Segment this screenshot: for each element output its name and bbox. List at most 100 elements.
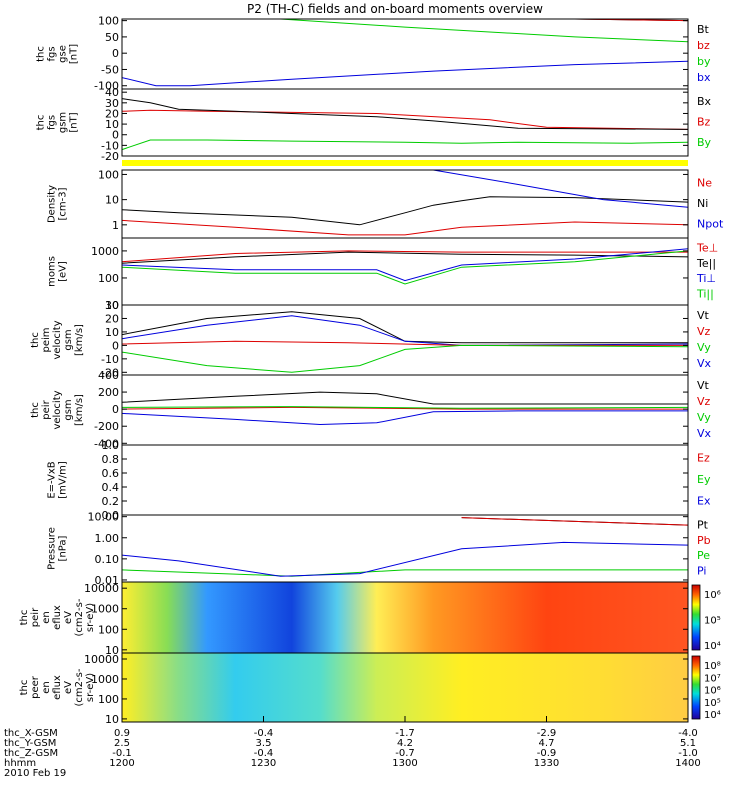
footer-value: 0.9 <box>114 728 130 739</box>
ytick-label: 10 <box>105 713 119 726</box>
legend-entry: Vy <box>697 341 711 354</box>
footer-value: -0.4 <box>254 728 274 739</box>
legend-entry: Ne <box>697 176 712 189</box>
footer-value: 1330 <box>534 758 559 769</box>
ytick-label: 1 <box>112 219 119 232</box>
ytick-label: -400 <box>94 437 119 450</box>
ylabel-line: thc <box>30 402 41 418</box>
ylabel-line: [eV] <box>58 261 69 282</box>
ylabel-line: moms <box>47 256 58 287</box>
footer-value: -0.4 <box>254 748 274 759</box>
ytick-label: 1.0 <box>102 439 120 452</box>
series-peir_vel-Vy <box>121 406 689 409</box>
series-peim_vel-Vx <box>121 315 689 346</box>
colorbar-peer_en <box>691 655 701 720</box>
ytick-label: 100 <box>98 693 119 706</box>
series-pressure-Pb <box>461 517 689 526</box>
legend-entry: Ez <box>697 452 710 465</box>
colorbar-label: 10⁴ <box>704 710 721 721</box>
legend-entry: bx <box>697 71 711 84</box>
panel-temps: 1000 100 10 moms [eV] Te⊥ Te|| Ti⊥ Ti|| <box>47 237 718 312</box>
ytick-label: 400 <box>98 369 119 382</box>
legend-entry: Te|| <box>696 257 716 270</box>
ytick-label: 100 <box>98 168 119 181</box>
ytick-label: 30 <box>105 299 119 312</box>
legend-entry: Bx <box>697 95 712 108</box>
legend-entry: Npot <box>697 218 724 231</box>
colorbar-label: 10⁶ <box>704 590 721 601</box>
legend-entry: Ex <box>697 494 711 507</box>
ytick-label: -100 <box>94 80 119 93</box>
series-fgs_gsm-By <box>121 139 689 151</box>
ylabel-line: (cm2-s- <box>74 598 85 636</box>
panel-fgs_gse: 100 50 0 -50 -100 thc fgs gse [nT] Bt bz by bx <box>36 15 711 93</box>
footer-value: -1.0 <box>678 748 698 759</box>
ylabel-line: thc <box>30 332 41 348</box>
ytick-label: 10.00 <box>88 511 120 524</box>
ylabel-line: eV <box>63 681 74 694</box>
ytick-label: 50 <box>105 31 119 44</box>
series-density-Npot <box>433 169 689 208</box>
ylabel-line: gsm <box>63 399 74 420</box>
ylabel-line: [mV/m] <box>58 461 69 499</box>
series-fgs_gsm-Bx <box>121 98 689 130</box>
ytick-label: 10 <box>105 194 119 207</box>
series-temps-Ti⊥ <box>121 248 689 282</box>
legend-entry: Vx <box>697 357 712 370</box>
panel-density: 100 10 1 Density [cm-3] Ne Ni Npot <box>47 168 724 239</box>
ytick-label: 0 <box>112 129 119 142</box>
ylabel-line: Density <box>47 185 58 223</box>
colorbar-label: 10⁸ <box>704 661 721 672</box>
ylabel-line: en <box>41 681 52 694</box>
panel-frame <box>121 88 689 157</box>
ytick-label: 10 <box>105 299 119 312</box>
legend-entry: Vy <box>697 411 711 424</box>
footer-date: 2010 Feb 19 <box>4 768 66 779</box>
ylabel-line: peim <box>41 327 52 352</box>
ytick-label: -50 <box>101 63 119 76</box>
footer-value: 4.2 <box>397 738 413 749</box>
legend-entry: Pt <box>697 519 709 532</box>
footer-value: 3.5 <box>256 738 272 749</box>
ylabel-line: eV <box>63 611 74 624</box>
legend-entry: Te⊥ <box>696 242 718 255</box>
ylabel-line: E=-VxB <box>47 461 58 498</box>
ylabel-line: gsm <box>58 112 69 133</box>
panel-frame <box>121 514 689 583</box>
footer-value: -1.7 <box>395 728 415 739</box>
ytick-label: -200 <box>94 420 119 433</box>
footer-value: 1230 <box>251 758 276 769</box>
ytick-label: 40 <box>105 86 119 99</box>
legend-entry: Ey <box>697 473 711 486</box>
series-density-Ni <box>121 196 689 226</box>
ylabel-line: eflux <box>52 605 63 630</box>
ytick-label: 1000 <box>91 673 119 686</box>
colorbar-label: 10⁶ <box>704 686 721 697</box>
ytick-label: 0.8 <box>102 453 120 466</box>
series-pressure-Pe <box>121 569 688 577</box>
ytick-label: 10000 <box>84 582 119 595</box>
legend-entry: Vt <box>697 379 710 392</box>
ytick-label: 0.0 <box>102 509 120 522</box>
legend-entry: Pb <box>697 534 711 547</box>
ytick-label: 1.00 <box>95 532 120 545</box>
legend-entry: Pe <box>697 549 710 562</box>
legend-entry: bz <box>697 39 710 52</box>
series-fgs_gse-by <box>122 18 689 43</box>
panel-frame <box>121 169 689 239</box>
series-peim_vel-Vt <box>121 311 688 344</box>
ytick-label: 200 <box>98 386 119 399</box>
ylabel-line: thc <box>36 115 47 131</box>
series-temps-Ti|| <box>121 250 689 285</box>
ylabel-line: [nT] <box>69 44 80 64</box>
footer-value: -2.9 <box>537 728 557 739</box>
colorbar-peir_en <box>691 584 701 651</box>
ytick-label: 20 <box>105 107 119 120</box>
ytick-label: 1000 <box>91 245 119 258</box>
footer-value: 5.1 <box>680 738 696 749</box>
ylabel-line: gsm <box>63 329 74 350</box>
footer-value: 1200 <box>109 758 134 769</box>
panel-frame <box>121 18 689 90</box>
